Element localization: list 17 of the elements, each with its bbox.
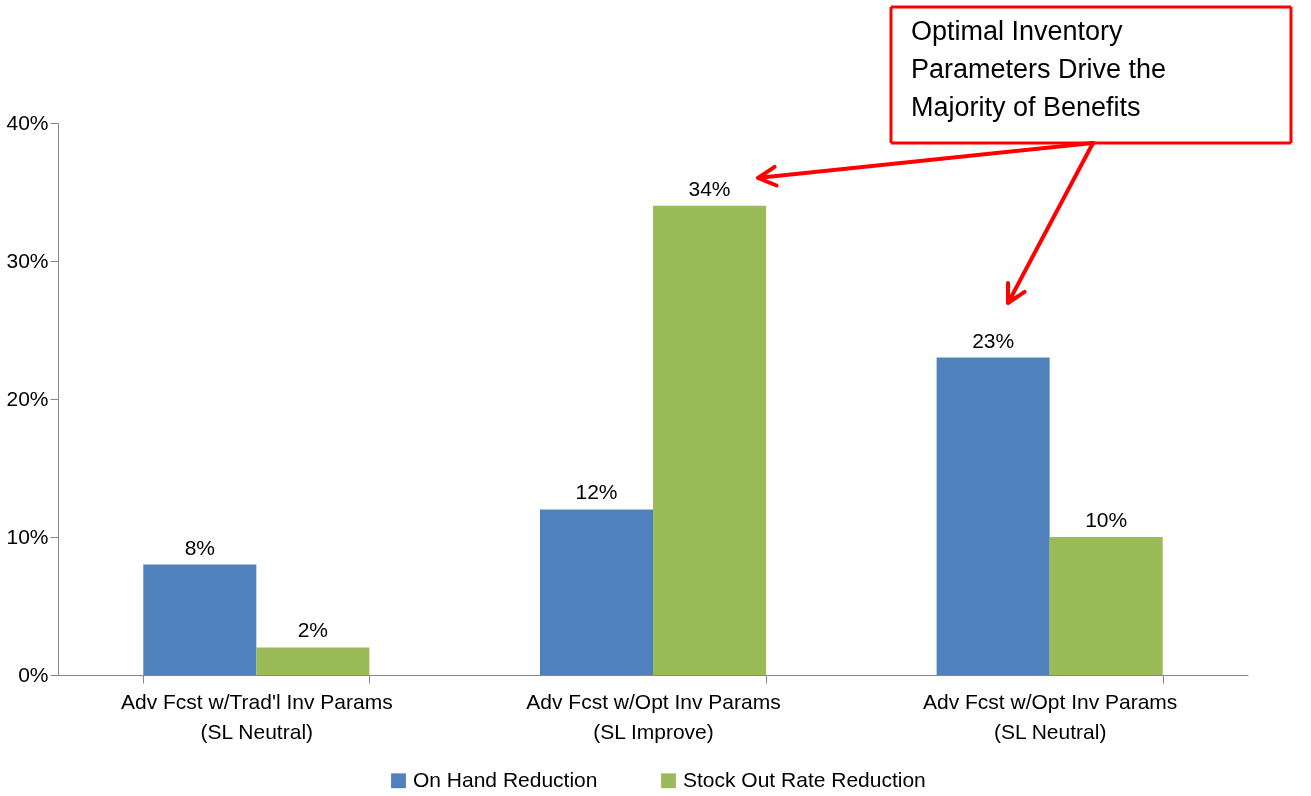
data-label: 10%	[1085, 508, 1128, 531]
y-tick-label: 20%	[6, 386, 49, 410]
legend-label: Stock Out Rate Reduction	[683, 767, 926, 791]
data-label: 8%	[184, 535, 215, 559]
data-label: 2%	[297, 618, 329, 642]
text: Optimal Inventory Parameters Drive the Majority of Benefits	[911, 16, 1167, 122]
y-tick-label: 40%	[6, 110, 49, 134]
y-tick-label: 0%	[18, 662, 49, 686]
data-label: 34%	[688, 176, 731, 200]
legend-label: On Hand Reduction	[413, 767, 598, 791]
y-tick-label: 10%	[6, 524, 49, 548]
x-tick-label: Adv Fcst w/Opt Inv Params (SL Improve)	[526, 689, 781, 743]
y-tick-label: 30%	[6, 248, 49, 272]
x-tick-label: Adv Fcst w/Trad'l Inv Params (SL Neutral)	[121, 689, 393, 743]
data-label: 23%	[972, 328, 1015, 352]
data-label: 12%	[575, 480, 618, 504]
x-tick-label: Adv Fcst w/Opt Inv Params (SL Neutral)	[922, 689, 1178, 743]
